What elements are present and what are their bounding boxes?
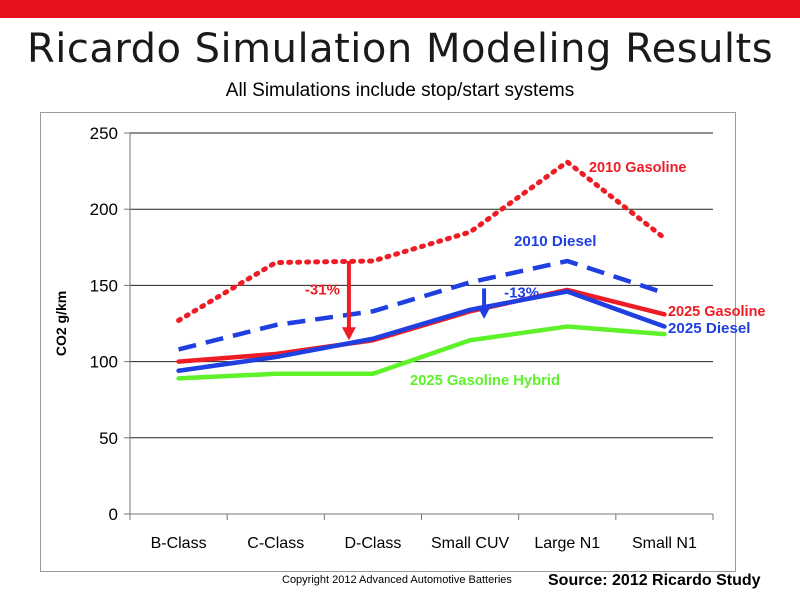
series-line-2010-gasoline (176, 159, 667, 323)
series-line-2010-diesel (178, 258, 666, 352)
series-label-2010-diesel: 2010 Diesel (514, 233, 597, 250)
top-accent-bar (0, 0, 800, 18)
series-line-2025-gasoline-hybrid (176, 324, 667, 381)
y-tick-label-250: 250 (90, 124, 118, 143)
reduction-label-0: -31% (305, 282, 340, 299)
reduction-arrow-head-0 (341, 327, 356, 341)
x-tick-label-large-n1: Large N1 (534, 535, 600, 552)
slide-subtitle: All Simulations include stop/start syste… (225, 80, 575, 101)
x-tick-label-small-cuv: Small CUV (431, 535, 510, 552)
x-tick-label-b-class: B-Class (151, 535, 207, 552)
source-note: Source: 2012 Ricardo Study (548, 572, 761, 589)
x-tick-label-c-class: C-Class (247, 535, 304, 552)
chart-frame (40, 112, 736, 572)
reduction-arrow-head-1 (477, 305, 492, 319)
series-label-2025-diesel: 2025 Diesel (668, 320, 751, 337)
slide-title: Ricardo Simulation Modeling Results (26, 26, 774, 72)
y-tick-label-100: 100 (90, 353, 118, 372)
series-label-2025-gasoline: 2025 Gasoline (668, 303, 766, 320)
series-label-2025-gasoline-hybrid: 2025 Gasoline Hybrid (410, 372, 560, 389)
y-tick-label-50: 50 (99, 429, 118, 448)
series-label-2010-gasoline: 2010 Gasoline (589, 159, 687, 176)
y-axis-label: CO2 g/km (53, 291, 69, 356)
x-tick-label-small-n1: Small N1 (632, 535, 697, 552)
y-tick-label-150: 150 (90, 276, 118, 295)
x-tick-label-d-class: D-Class (344, 535, 401, 552)
reduction-label-1: -13% (504, 285, 539, 302)
copyright-note: Copyright 2012 Advanced Automotive Batte… (282, 574, 512, 586)
y-tick-label-0: 0 (109, 505, 118, 524)
y-tick-label-200: 200 (90, 200, 118, 219)
series-line-2025-diesel (176, 289, 667, 373)
